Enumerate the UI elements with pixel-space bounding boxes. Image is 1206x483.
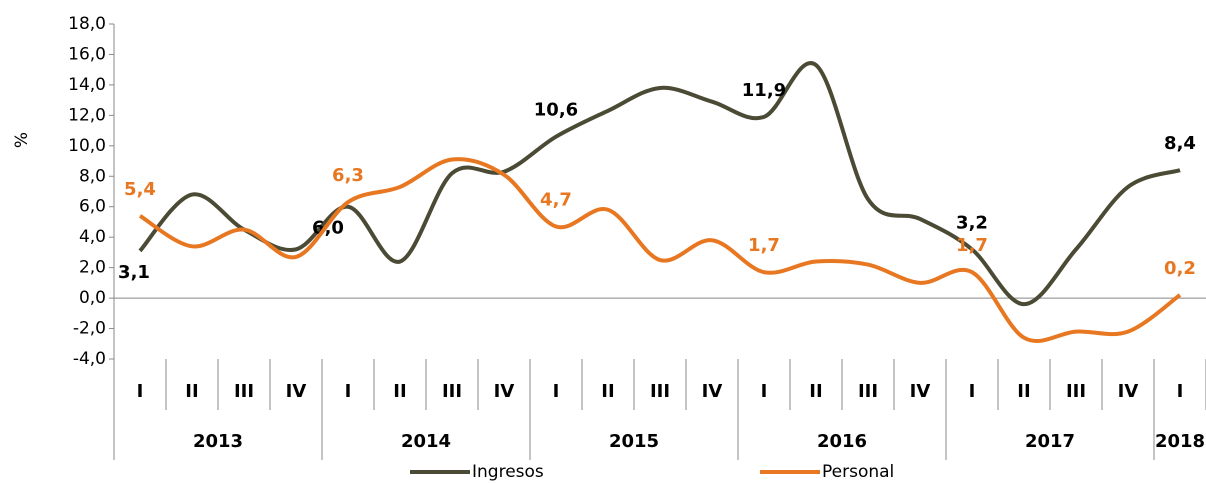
y-tick-label: 16,0 xyxy=(68,44,106,64)
data-label: 8,4 xyxy=(1164,133,1196,154)
series-line xyxy=(138,61,1181,307)
year-label: 2014 xyxy=(401,431,451,452)
y-tick-label: 10,0 xyxy=(68,136,106,156)
x-tick-label: III xyxy=(650,381,670,402)
y-tick-label: -4,0 xyxy=(73,349,106,369)
y-tick-label: 8,0 xyxy=(79,166,106,186)
data-label: 1,7 xyxy=(748,235,780,256)
x-tick-label: I xyxy=(553,381,560,402)
y-tick-label: 0,0 xyxy=(79,288,106,308)
year-label: 2016 xyxy=(817,431,867,452)
data-label: 5,4 xyxy=(124,179,156,200)
y-tick-label: 2,0 xyxy=(79,258,106,278)
data-label: 0,2 xyxy=(1164,258,1196,279)
y-tick-label: 14,0 xyxy=(68,75,106,95)
y-tick-label: 4,0 xyxy=(79,227,106,247)
x-tick-label: IV xyxy=(494,381,515,402)
x-tick-label: II xyxy=(185,381,198,402)
data-label: 10,6 xyxy=(534,100,578,121)
y-tick-label: 18,0 xyxy=(68,14,106,34)
x-tick-label: II xyxy=(393,381,406,402)
x-tick-label: IV xyxy=(1118,381,1139,402)
x-tick-label: III xyxy=(858,381,878,402)
year-label: 2015 xyxy=(609,431,659,452)
x-tick-label: IV xyxy=(702,381,723,402)
year-label: 2018 xyxy=(1155,431,1205,452)
x-tick-label: I xyxy=(137,381,144,402)
legend-label: Ingresos xyxy=(472,462,544,482)
x-tick-label: I xyxy=(761,381,768,402)
y-tick-label: 6,0 xyxy=(79,197,106,217)
data-label: 3,2 xyxy=(956,212,988,233)
data-label: 11,9 xyxy=(742,80,786,101)
y-tick-label: -2,0 xyxy=(73,319,106,339)
data-label: 6,3 xyxy=(332,165,364,186)
year-label: 2013 xyxy=(193,431,243,452)
data-label: 1,7 xyxy=(956,235,988,256)
x-tick-label: I xyxy=(969,381,976,402)
year-label: 2017 xyxy=(1025,431,1075,452)
x-tick-label: I xyxy=(345,381,352,402)
x-tick-label: II xyxy=(809,381,822,402)
data-label: 3,1 xyxy=(118,262,150,283)
y-axis-title: % xyxy=(12,132,32,148)
data-label: 4,7 xyxy=(540,190,572,211)
x-tick-label: II xyxy=(601,381,614,402)
x-tick-label: III xyxy=(442,381,462,402)
x-tick-label: I xyxy=(1177,381,1184,402)
y-tick-label: 12,0 xyxy=(68,105,106,125)
series-line xyxy=(138,157,1182,344)
x-tick-label: IV xyxy=(286,381,307,402)
x-tick-label: II xyxy=(1017,381,1030,402)
x-tick-label: III xyxy=(234,381,254,402)
x-tick-label: IV xyxy=(910,381,931,402)
legend-label: Personal xyxy=(822,462,894,482)
x-tick-label: III xyxy=(1066,381,1086,402)
